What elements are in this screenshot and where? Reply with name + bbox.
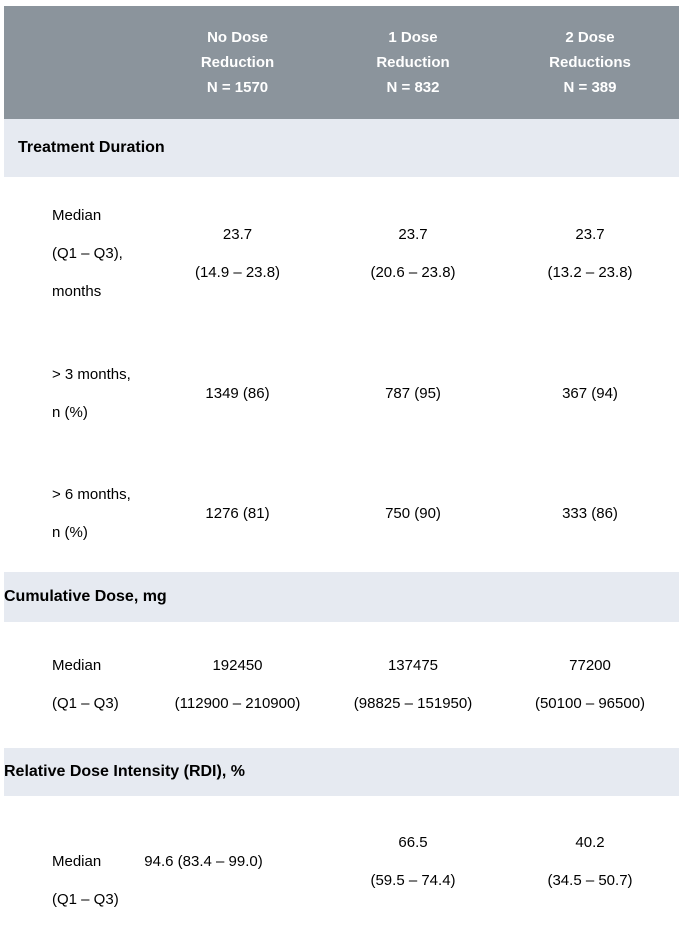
value-line: 137475 xyxy=(387,657,439,674)
value-line: (112900 – 210900) xyxy=(174,695,301,712)
value-cell-2-dose-reductions: 77200 (50100 – 96500) xyxy=(501,647,679,723)
label-line: (Q1 – Q3), xyxy=(52,245,123,262)
value-line: 192450 xyxy=(212,657,263,674)
value-cell-2-dose-reductions: 333 (86) xyxy=(501,495,679,533)
value-line: (13.2 – 23.8) xyxy=(547,264,633,281)
label-line: > 3 months, xyxy=(52,365,131,383)
section-title: Cumulative Dose, mg xyxy=(4,588,167,605)
header-line: N = 832 xyxy=(386,79,440,96)
value-line: (34.5 – 50.7) xyxy=(547,872,633,889)
dose-table: No Dose Reduction N = 1570 1 Dose Reduct… xyxy=(4,6,679,928)
value-line: (59.5 – 74.4) xyxy=(370,872,456,889)
row-label-cell: > 3 months, n (%) xyxy=(4,356,150,432)
section-header-treatment-duration: Treatment Duration xyxy=(4,119,679,177)
row-cumulative-median: Median (Q1 – Q3) 192450 (112900 – 210900… xyxy=(4,622,679,748)
row-label-cell: Median (Q1 – Q3) xyxy=(4,843,150,919)
row-rdi-median: Median (Q1 – Q3) 94.6 (83.4 – 99.0) 66.5… xyxy=(4,796,679,928)
value-cell-1-dose-reduction: 66.5 (59.5 – 74.4) xyxy=(325,824,501,900)
label-line: months xyxy=(52,283,102,300)
row-gt-3-months: > 3 months, n (%) 1349 (86) 787 (95) 367… xyxy=(4,331,679,456)
header-line: Reduction xyxy=(200,54,275,71)
header-line: 2 Dose xyxy=(565,29,615,46)
value-cell-1-dose-reduction: 750 (90) xyxy=(325,495,501,533)
section-title: Relative Dose Intensity (RDI), % xyxy=(4,763,245,780)
value-cell-1-dose-reduction: 137475 (98825 – 151950) xyxy=(325,647,501,723)
label-line: (Q1 – Q3) xyxy=(52,891,119,908)
label-line: n (%) xyxy=(52,524,88,541)
header-line: 1 Dose xyxy=(388,29,438,46)
value-line: 1276 (81) xyxy=(205,505,270,522)
header-cell-empty xyxy=(4,6,150,119)
value-line: (14.9 – 23.8) xyxy=(194,264,281,281)
row-label-cell: Median (Q1 – Q3) xyxy=(4,647,150,723)
row-gt-6-months: > 6 months, n (%) 1276 (81) 750 (90) 333… xyxy=(4,456,679,572)
value-cell-no-dose-reduction: 1276 (81) xyxy=(150,495,325,533)
value-cell-1-dose-reduction: 787 (95) xyxy=(325,375,501,413)
label-line: Median xyxy=(52,853,102,870)
label-line: > 6 months, xyxy=(52,486,131,503)
label-line: n (%) xyxy=(52,403,88,421)
value-cell-2-dose-reductions: 367 (94) xyxy=(501,375,679,413)
label-line: (Q1 – Q3) xyxy=(52,695,119,712)
value-line: 333 (86) xyxy=(562,505,618,522)
header-cell-1-dose-reduction: 1 Dose Reduction N = 832 xyxy=(325,6,501,119)
value-line: 787 (95) xyxy=(385,384,441,402)
value-line: 750 (90) xyxy=(385,505,441,522)
section-header-relative-dose-intensity: Relative Dose Intensity (RDI), % xyxy=(4,748,679,796)
value-line: (98825 – 151950) xyxy=(353,695,473,712)
value-line: 23.7 xyxy=(222,226,253,243)
header-cell-2-dose-reductions: 2 Dose Reductions N = 389 xyxy=(501,6,679,119)
value-line: 66.5 xyxy=(398,834,428,851)
value-line: 23.7 xyxy=(575,226,605,243)
header-line: Reduction xyxy=(376,54,450,71)
header-cell-no-dose-reduction: No Dose Reduction N = 1570 xyxy=(150,6,325,119)
section-header-cumulative-dose: Cumulative Dose, mg xyxy=(4,572,679,622)
table-header-row: No Dose Reduction N = 1570 1 Dose Reduct… xyxy=(4,6,679,119)
value-cell-no-dose-reduction: 94.6 (83.4 – 99.0) xyxy=(144,843,325,881)
value-line: 23.7 xyxy=(398,226,428,243)
value-line: 77200 xyxy=(569,657,611,674)
row-label-cell: > 6 months, n (%) xyxy=(4,476,150,552)
value-cell-2-dose-reductions: 40.2 (34.5 – 50.7) xyxy=(501,824,679,900)
value-line: 1349 (86) xyxy=(205,384,270,402)
value-line: (50100 – 96500) xyxy=(534,695,646,712)
header-line: N = 389 xyxy=(563,79,617,96)
value-line: 94.6 (83.4 – 99.0) xyxy=(144,853,263,870)
value-line: 367 (94) xyxy=(562,384,618,402)
value-cell-no-dose-reduction: 1349 (86) xyxy=(150,375,325,413)
header-line: Reductions xyxy=(549,54,631,71)
header-line: N = 1570 xyxy=(206,79,269,96)
label-line: Median xyxy=(52,657,102,674)
value-cell-no-dose-reduction: 192450 (112900 – 210900) xyxy=(150,647,325,723)
value-cell-1-dose-reduction: 23.7 (20.6 – 23.8) xyxy=(325,216,501,292)
label-line: Median xyxy=(52,207,102,224)
value-cell-no-dose-reduction: 23.7 (14.9 – 23.8) xyxy=(150,216,325,292)
section-title: Treatment Duration xyxy=(18,139,165,156)
row-median-q1-q3-months: Median (Q1 – Q3), months 23.7 (14.9 – 23… xyxy=(4,177,679,331)
header-line: No Dose xyxy=(207,29,268,46)
value-line: 40.2 xyxy=(575,834,605,851)
value-line: (20.6 – 23.8) xyxy=(370,264,456,281)
row-label-cell: Median (Q1 – Q3), months xyxy=(4,197,150,311)
value-cell-2-dose-reductions: 23.7 (13.2 – 23.8) xyxy=(501,216,679,292)
